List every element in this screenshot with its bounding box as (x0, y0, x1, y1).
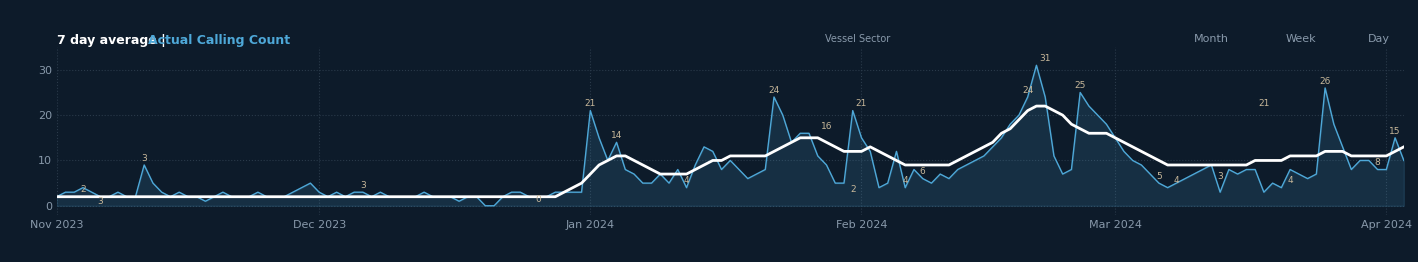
Text: 14: 14 (611, 131, 623, 140)
Text: 4: 4 (1288, 176, 1293, 185)
Text: Actual Calling Count: Actual Calling Count (149, 34, 291, 47)
Text: 25: 25 (1075, 81, 1086, 90)
Text: 3: 3 (1217, 172, 1222, 181)
Text: 21: 21 (584, 99, 596, 108)
Text: Day: Day (1368, 34, 1390, 44)
Text: Week: Week (1286, 34, 1316, 44)
Text: 31: 31 (1039, 54, 1051, 63)
Text: 24: 24 (769, 86, 780, 95)
Text: 3: 3 (98, 197, 104, 206)
Text: 3: 3 (360, 181, 366, 190)
Text: 4: 4 (1174, 176, 1180, 185)
Text: 8: 8 (1374, 158, 1381, 167)
Text: 21: 21 (1258, 99, 1269, 108)
Text: 4: 4 (902, 176, 908, 185)
Text: 6: 6 (920, 167, 926, 176)
Text: 0: 0 (535, 194, 540, 204)
Text: 15: 15 (1390, 127, 1401, 135)
Text: 3: 3 (142, 154, 147, 163)
Text: 2: 2 (849, 185, 855, 194)
Text: 4: 4 (683, 176, 689, 185)
Text: 5: 5 (1156, 172, 1161, 181)
Text: Month: Month (1194, 34, 1228, 44)
Text: 2: 2 (81, 185, 85, 194)
Text: 26: 26 (1319, 77, 1330, 86)
Text: 21: 21 (856, 99, 868, 108)
Text: Vessel Sector: Vessel Sector (824, 34, 891, 44)
Text: 7 day average |: 7 day average | (57, 34, 170, 47)
Text: 16: 16 (821, 122, 832, 131)
Text: 24: 24 (1022, 86, 1034, 95)
